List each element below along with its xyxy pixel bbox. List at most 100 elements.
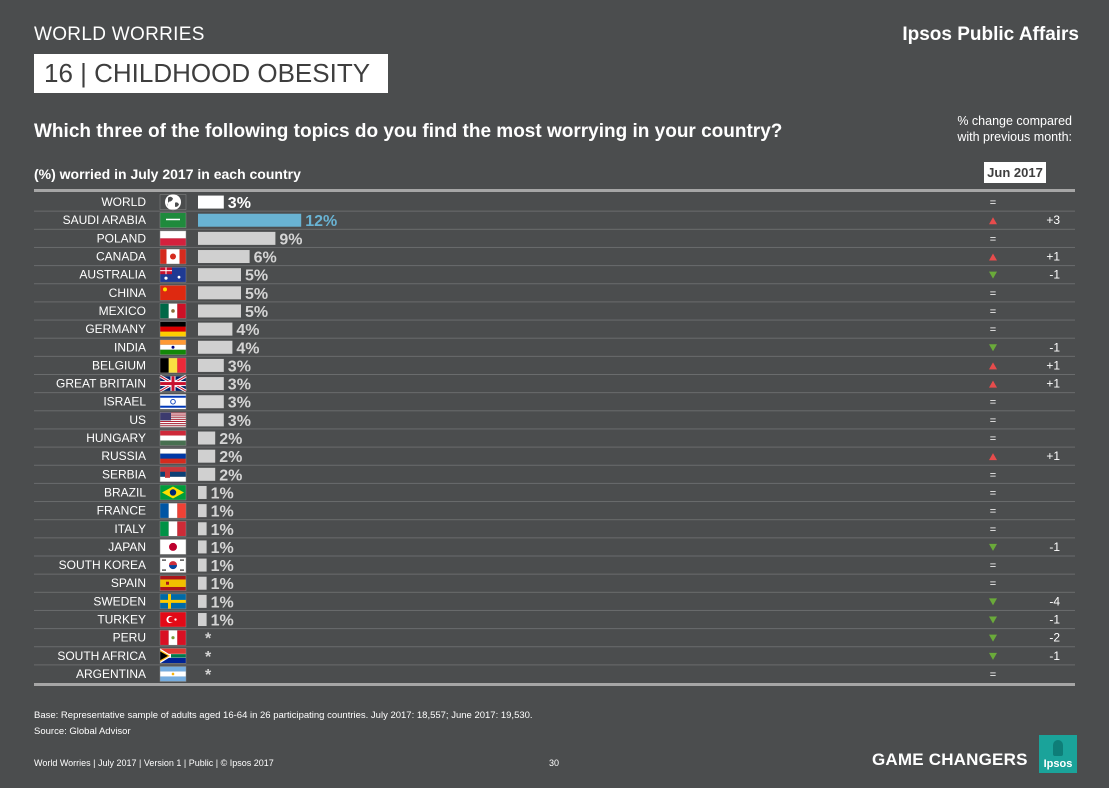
row-divider [34,228,1075,230]
row-divider [34,410,1075,412]
country-label: SOUTH AFRICA [57,649,146,663]
row-divider [34,537,1075,539]
sweden-flag [159,593,187,610]
russia-flag [159,448,187,464]
country-label: ARGENTINA [76,667,146,681]
japan-flag [159,539,187,555]
row-divider [34,210,1075,212]
brand-name: Ipsos Public Affairs [902,24,1079,45]
bar [198,576,207,590]
chart-subhead: (%) worried in July 2017 in each country [34,166,301,182]
value-label: * [205,649,212,666]
change-note-line2: with previous month: [957,130,1072,144]
row-divider [34,319,1075,321]
value-label: 4% [236,340,259,357]
down-arrow-icon [989,598,997,606]
mexico-flag [159,303,187,319]
page-title: 16 | CHILDHOOD OBESITY [34,54,388,93]
change-label: +1 [1046,250,1060,264]
up-arrow-icon [989,253,997,261]
change-label: +1 [1046,377,1060,391]
ipsos-logo: Ipsos [1039,735,1077,773]
row-divider [34,646,1075,648]
bar [198,431,216,445]
value-label: 1% [211,522,234,539]
row-divider [34,428,1075,430]
country-label: SAUDI ARABIA [63,213,146,227]
country-label: PERU [113,631,146,645]
no-change-icon: = [990,560,996,572]
bar [198,413,224,427]
serbia-flag [159,466,187,483]
country-label: SWEDEN [93,594,146,608]
value-label: 9% [279,231,302,248]
country-label: CANADA [96,250,146,264]
survey-question: Which three of the following topics do y… [34,121,783,142]
spain-flag [159,575,187,591]
change-label: -1 [1049,613,1060,627]
bar [198,395,224,409]
value-label: 3% [228,195,251,212]
us-flag [159,412,187,428]
value-label: 5% [245,286,268,303]
bar [198,377,224,391]
top-rule [34,189,1075,192]
row-divider [34,664,1075,666]
country-label: BRAZIL [104,485,146,499]
change-label: -1 [1049,268,1060,282]
down-arrow-icon [989,652,997,660]
down-arrow-icon [989,344,997,352]
country-label: POLAND [97,231,147,245]
no-change-icon: = [990,506,996,518]
bar [198,504,207,518]
france-flag [159,502,187,519]
bar [198,268,241,282]
up-arrow-icon [989,217,997,225]
hungary-flag [159,430,187,446]
country-label: JAPAN [108,540,146,554]
row-divider [34,265,1075,267]
value-label: 1% [211,504,234,521]
change-label: +3 [1046,213,1060,227]
row-divider [34,482,1075,484]
tagline: GAME CHANGERS [872,750,1028,769]
bar [198,594,207,608]
brazil-flag [159,484,187,501]
great-britain-flag [159,374,187,393]
row-divider [34,573,1075,575]
bar [198,558,207,572]
value-label: 3% [228,413,251,430]
no-change-icon: = [990,324,996,336]
country-label: HUNGARY [86,431,146,445]
no-change-icon: = [990,669,996,681]
bar [198,449,216,463]
bar [198,195,224,209]
india-flag [159,339,187,356]
row-divider [34,555,1075,557]
bottom-rule [34,683,1075,686]
change-label: +1 [1046,358,1060,372]
no-change-icon: = [990,469,996,481]
up-arrow-icon [989,453,997,461]
row-divider [34,301,1075,303]
row-divider [34,246,1075,248]
value-label: 3% [228,395,251,412]
no-change-icon: = [990,306,996,318]
no-change-icon: = [990,487,996,499]
row-divider [34,501,1075,503]
value-label: 1% [211,558,234,575]
change-label: -1 [1049,540,1060,554]
country-label: INDIA [114,340,146,354]
change-label: -4 [1049,594,1060,608]
poland-flag [159,230,187,247]
value-label: 12% [305,213,337,230]
bar [198,540,207,554]
canada-flag [159,248,187,265]
bar [198,358,224,372]
bar [198,304,241,318]
change-label: +1 [1046,449,1060,463]
south-korea-flag [159,557,187,573]
row-divider [34,609,1075,611]
globe-icon [159,194,187,211]
